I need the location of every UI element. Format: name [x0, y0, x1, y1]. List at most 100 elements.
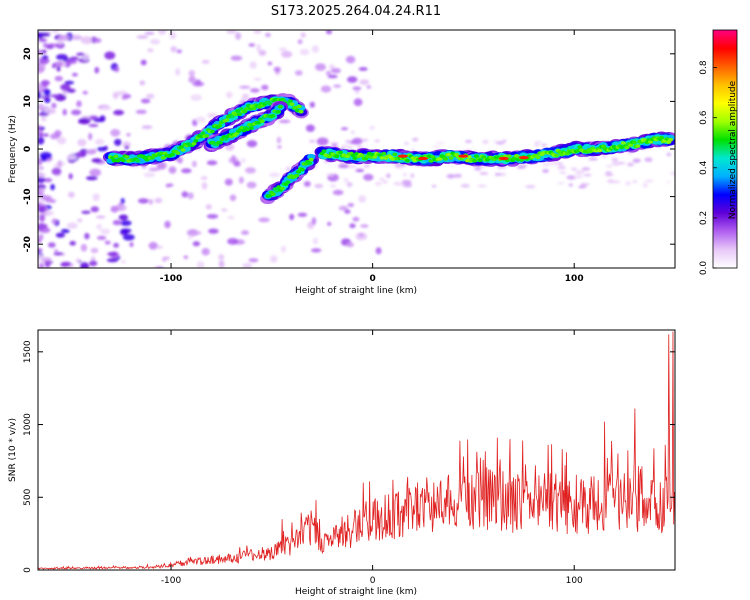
heatmap-ridge-cell	[334, 154, 340, 158]
heatmap-noise-blob	[535, 140, 542, 144]
heatmap-ridge-cell	[238, 107, 244, 111]
heatmap-noise-blob	[241, 158, 246, 163]
heatmap-noise-blob	[44, 133, 49, 137]
heatmap-noise-blob	[248, 43, 256, 47]
heatmap-noise-blob	[41, 80, 49, 88]
heatmap-noise-blob	[175, 68, 181, 76]
heatmap-noise-blob	[80, 262, 90, 268]
heatmap-noise-blob	[107, 252, 118, 256]
heatmap-noise-blob	[358, 195, 367, 203]
heatmap-noise-blob	[94, 138, 105, 145]
heatmap-noise-blob	[38, 38, 47, 43]
heatmap-noise-blob	[446, 174, 456, 178]
heatmap-noise-blob	[227, 238, 239, 245]
heatmap-ridge-cell	[575, 148, 581, 153]
heatmap-ridge-cell	[379, 156, 385, 160]
heatmap-noise-blob	[327, 222, 332, 226]
heatmap-ridge-cell	[296, 170, 302, 174]
heatmap-ridge-cell	[279, 186, 285, 191]
heatmap-ridge-cell	[267, 194, 273, 198]
heatmap-noise-blob	[96, 235, 107, 240]
heatmap-noise-blob	[206, 112, 218, 118]
heatmap-noise-blob	[632, 158, 641, 163]
heatmap-noise-blob	[606, 164, 613, 168]
heatmap-noise-blob	[559, 171, 567, 174]
heatmap-ridge-cell	[178, 145, 184, 149]
heatmap-noise-blob	[114, 138, 122, 146]
heatmap-noise-blob	[315, 63, 326, 71]
heatmap-ridge-cell	[277, 105, 283, 109]
heatmap-noise-blob	[258, 49, 267, 56]
heatmap-noise-blob	[338, 205, 348, 211]
heatmap-noise-blob	[187, 192, 194, 200]
heatmap-noise-blob	[38, 124, 42, 129]
heatmap-noise-blob	[143, 172, 156, 178]
heatmap-noise-blob	[355, 168, 365, 173]
heatmap-noise-blob	[120, 260, 126, 264]
heatmap-ridge-cell	[443, 157, 449, 161]
heatmap-noise-blob	[261, 84, 269, 91]
heatmap-noise-blob	[347, 146, 353, 149]
colorbar-label: Normalized spectral amplitude	[728, 80, 738, 219]
heatmap-ridge-cell	[624, 145, 630, 150]
heatmap-noise-blob	[246, 140, 258, 148]
heatmap-noise-blob	[54, 130, 62, 137]
heatmap-ridge-cell	[628, 143, 634, 147]
heatmap-noise-blob	[135, 109, 147, 114]
heatmap-noise-blob	[39, 152, 52, 160]
heatmap-noise-blob	[38, 67, 45, 73]
heatmap-noise-blob	[311, 45, 319, 53]
heatmap-noise-blob	[311, 217, 317, 226]
heatmap-noise-blob	[118, 214, 129, 221]
heatmap-noise-blob	[432, 145, 440, 148]
colorbar-gradient	[713, 30, 737, 268]
colorbar-ticks: 0.0 0.2 0.4 0.6 0.8	[699, 60, 717, 275]
heatmap-noise-blob	[644, 157, 653, 162]
heatmap-noise-blob	[253, 30, 262, 34]
heatmap-noise-blob	[402, 172, 408, 177]
heatmap-noise-blob	[99, 115, 106, 122]
heatmap-noise-blob	[482, 139, 489, 144]
heatmap-noise-blob	[38, 167, 43, 171]
heatmap-noise-blob	[309, 101, 315, 108]
heatmap-noise-blob	[62, 108, 67, 116]
snr-y-ticks: 0 500 1000 1500	[23, 340, 675, 573]
heatmap-noise-blob	[47, 242, 56, 248]
heatmap-noise-blob	[231, 155, 236, 163]
heatmap-noise-blob	[358, 67, 368, 71]
heatmap-noise-blob	[496, 165, 507, 170]
heatmap-ridge-cell	[535, 155, 541, 160]
heatmap-x-tick-label: 100	[565, 274, 584, 284]
heatmap-noise-blob	[60, 228, 70, 234]
heatmap-ylabel: Frequency (Hz)	[8, 115, 18, 183]
heatmap-noise-blob	[270, 255, 278, 263]
heatmap-noise-blob	[78, 117, 91, 125]
heatmap-noise-blob	[632, 180, 638, 184]
heatmap-noise-blob	[226, 30, 237, 34]
heatmap-noise-blob	[66, 222, 78, 229]
heatmap-noise-blob	[276, 136, 282, 144]
snr-ylabel: SNR (10 * v/v)	[8, 418, 18, 482]
heatmap-noise-blob	[375, 247, 382, 255]
heatmap-noise-blob	[147, 48, 154, 53]
heatmap-noise-blob	[71, 34, 83, 41]
heatmap-noise-blob	[167, 183, 174, 187]
heatmap-noise-blob	[341, 145, 349, 148]
heatmap-noise-blob	[89, 260, 98, 267]
heatmap-y-tick-label: -10	[23, 188, 33, 204]
heatmap-noise-blob	[57, 136, 67, 145]
heatmap-noise-blob	[325, 30, 333, 35]
heatmap-noise-blob	[347, 165, 357, 169]
heatmap-noise-blob	[43, 89, 51, 96]
heatmap-noise-blob	[588, 157, 598, 161]
heatmap-noise-blob	[170, 46, 177, 53]
snr-x-ticks: -100 0 100	[161, 330, 583, 586]
colorbar-tick-label: 0.4	[699, 160, 709, 175]
heatmap-noise-blob	[583, 173, 592, 177]
heatmap-noise-blob	[113, 109, 125, 116]
heatmap-noise-blob	[41, 49, 47, 54]
heatmap-noise-blob	[51, 30, 59, 33]
heatmap-ridge-cell	[270, 114, 276, 118]
heatmap-ridge-cell	[198, 134, 204, 139]
heatmap-noise-blob	[316, 137, 329, 146]
